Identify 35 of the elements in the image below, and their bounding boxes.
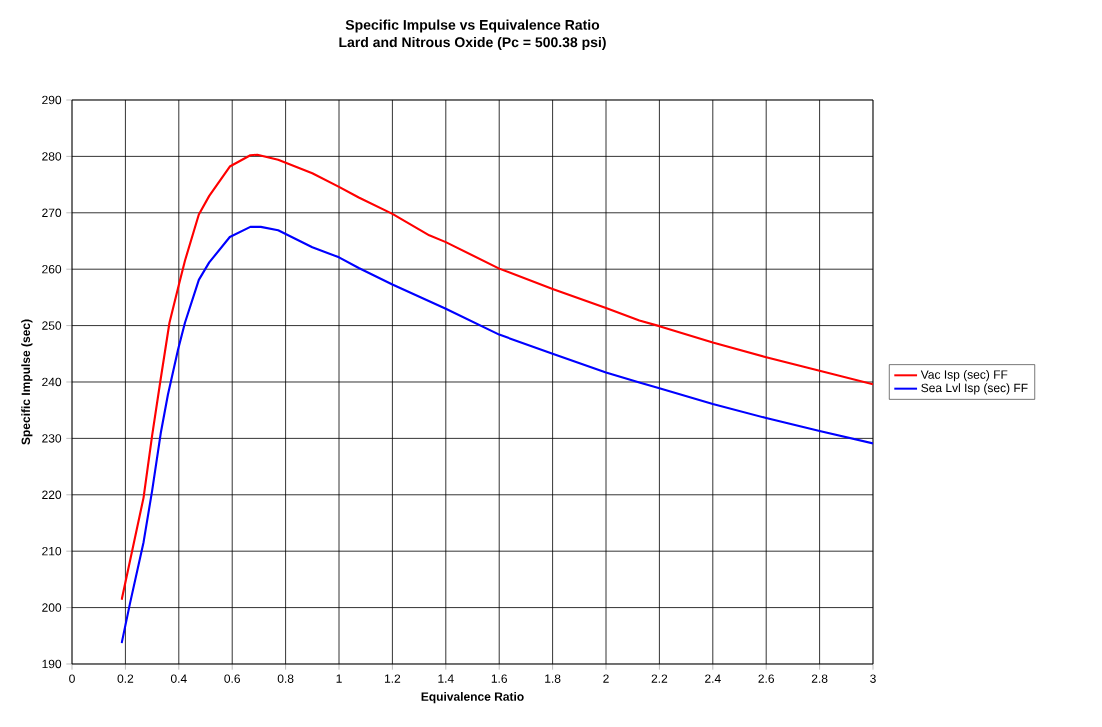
x-tick-label: 1.2 — [384, 674, 401, 683]
y-tick-label: 290 — [42, 95, 62, 105]
y-tick-label: 220 — [42, 490, 62, 500]
x-tick-label: 3 — [870, 674, 876, 683]
y-tick-label: 250 — [42, 321, 62, 330]
legend-label: Vac Isp (sec) FF — [920, 369, 1008, 382]
x-tick-label: 2 — [603, 674, 609, 683]
x-tick-label: 2.8 — [811, 674, 828, 683]
line-series — [120, 153, 873, 601]
x-tick-label: 2.4 — [705, 674, 721, 683]
x-tick-label: 0.6 — [224, 674, 241, 683]
x-tick-label: 0.2 — [117, 674, 134, 683]
y-tick-label: 270 — [42, 208, 62, 218]
x-tick-label: 0.8 — [277, 674, 294, 683]
y-tick-label: 280 — [42, 152, 62, 161]
x-tick-label: 1.8 — [545, 674, 561, 683]
y-axis-title: Specific Impulse (sec) — [21, 319, 33, 445]
x-tick-label: 1 — [336, 674, 342, 683]
x-tick-label: 0.4 — [170, 674, 187, 683]
legend-label: Sea Lvl Isp (sec) FF — [921, 383, 1028, 395]
y-tick-label: 200 — [42, 603, 62, 612]
x-tick-label: 1.6 — [491, 674, 508, 683]
x-tick-label: 0 — [69, 674, 75, 683]
y-tick-label: 240 — [42, 377, 62, 387]
x-tick-label: 2.6 — [758, 674, 775, 683]
x-tick-label: 2.2 — [651, 674, 668, 683]
x-tick-label: 1.4 — [438, 674, 454, 683]
y-tick-label: 260 — [42, 264, 62, 274]
chart-title: Specific Impulse vs Equivalence Ratio — [345, 19, 600, 33]
y-tick-label: 230 — [42, 434, 62, 443]
y-tick-label: 190 — [42, 659, 62, 669]
chart-subtitle: Lard and Nitrous Oxide (Pc = 500.38 psi) — [339, 36, 606, 50]
line-series — [120, 225, 873, 645]
y-tick-label: 210 — [42, 546, 62, 556]
x-axis-title: Equivalence Ratio — [421, 692, 524, 704]
